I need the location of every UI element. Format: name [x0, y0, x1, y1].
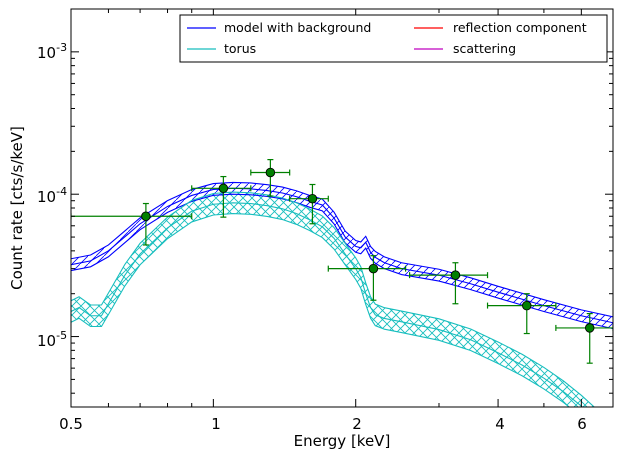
model-bands	[71, 182, 613, 407]
data-points	[71, 159, 613, 364]
x-tick-label-3: 4	[495, 415, 505, 433]
line-torus-upper	[71, 191, 595, 407]
line-torus	[71, 202, 584, 407]
data-marker	[368, 263, 379, 274]
data-point-6	[486, 293, 557, 335]
legend-label-scattering: scattering	[453, 41, 516, 56]
y-tick-label-1: 10-4	[37, 185, 67, 206]
line-model-with-background	[71, 187, 613, 324]
legend-label-reflection: reflection component	[453, 20, 587, 35]
data-marker	[584, 323, 595, 333]
legend-box	[179, 14, 608, 63]
x-tick-label-2: 2	[352, 415, 362, 433]
data-point-4	[327, 255, 407, 301]
x-tick-label-4: 6	[577, 415, 587, 433]
legend: model with background torus reflection c…	[179, 14, 608, 63]
legend-label-model: model with background	[224, 20, 371, 35]
y-axis-title: Count rate [cts/s/keV]	[8, 126, 26, 290]
x-tick-label-0: 0.5	[59, 415, 83, 433]
line-torus-lower	[71, 213, 571, 407]
band-torus	[71, 192, 595, 407]
data-marker	[307, 193, 318, 204]
data-point-1	[191, 175, 252, 218]
axis-ticks	[70, 8, 614, 407]
band-model-with-background	[71, 182, 613, 329]
data-point-7	[555, 312, 613, 364]
data-marker	[141, 211, 151, 222]
data-marker	[218, 183, 229, 194]
y-tick-label-2: 10-3	[37, 41, 67, 62]
data-marker	[450, 270, 461, 280]
x-tick-label-1: 1	[211, 415, 221, 433]
data-point-2	[250, 159, 291, 197]
data-marker	[265, 167, 276, 178]
data-point-3	[289, 183, 329, 225]
x-axis-title: Energy [keV]	[294, 432, 391, 450]
data-marker	[522, 300, 532, 311]
data-point-0	[71, 202, 193, 246]
model-lines	[71, 181, 613, 407]
data-point-5	[408, 262, 489, 305]
y-tick-exp-0: -5	[56, 329, 67, 342]
y-tick-exp-2: -3	[56, 41, 67, 54]
line-model-with-background-lower	[71, 193, 613, 330]
y-tick-exp-1: -4	[56, 185, 67, 198]
legend-label-torus: torus	[224, 41, 256, 56]
line-model-with-background-upper	[71, 181, 613, 318]
plot-background	[71, 9, 613, 407]
y-tick-label-0: 10-5	[37, 329, 67, 350]
